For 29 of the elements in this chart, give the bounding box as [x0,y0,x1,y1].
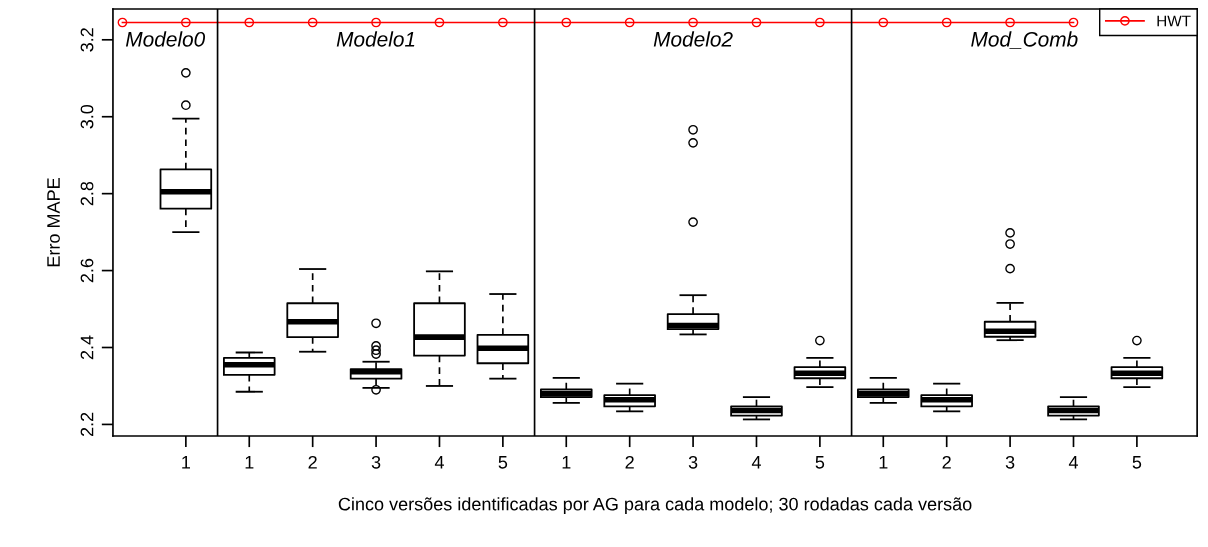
annotation: Mod_Comb [971,31,1078,49]
x-tick-label: 5 [498,456,508,469]
x-tick-label: 3 [371,455,381,469]
annotation: Modelo1 [336,31,415,47]
x-tick-label: 1 [245,456,254,469]
annotation: Modelo0 [125,31,206,47]
x-tick-label: 3 [688,455,698,469]
y-tick-label: 3.2 [80,28,94,52]
x-tick-label: 5 [1132,456,1142,469]
x-axis-title: Cinco versões identificadas por AG para cada modelo; 30 rodadas cada versão [338,497,972,515]
annotation: Modelo2 [653,31,733,47]
x-tick-label: 1 [182,456,190,469]
x-tick-label: 1 [562,456,571,469]
x-tick-label: 2 [625,455,634,469]
x-tick-label: 2 [942,455,951,469]
y-axis-title: Erro MAPE [47,178,60,267]
y-tick-label: 2.8 [80,181,94,206]
x-tick-label: 4 [1068,456,1078,469]
x-tick-label: 5 [815,456,825,469]
x-tick-label: 4 [434,456,444,469]
y-tick-label: 2.2 [80,412,94,437]
x-tick-label: 1 [879,456,888,469]
y-tick-label: 2.4 [80,335,94,360]
x-tick-label: 4 [751,456,761,469]
y-tick-label: 2.6 [80,258,94,283]
legend-label: HWT [1157,15,1191,27]
x-tick-label: 3 [1005,455,1015,469]
x-tick-label: 2 [308,455,317,469]
y-tick-label: 3.0 [80,104,94,129]
